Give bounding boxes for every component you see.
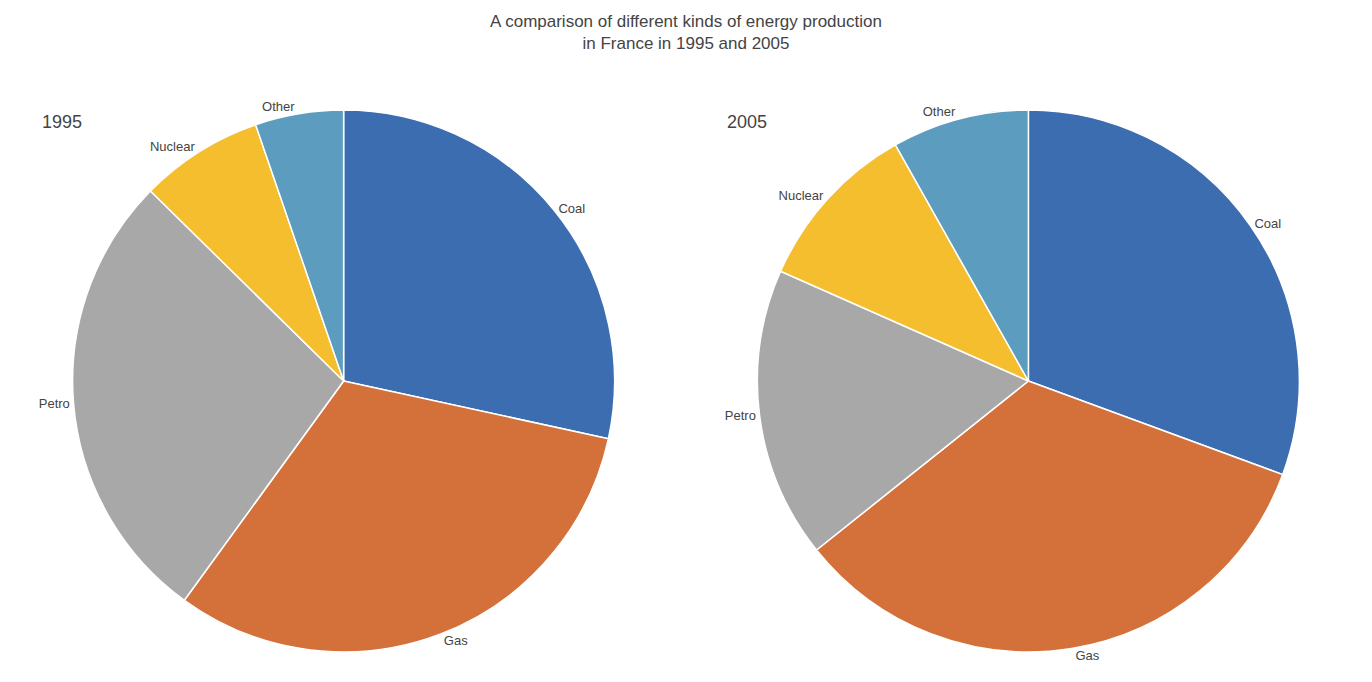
svg-text:Other: Other [262, 99, 295, 114]
svg-text:Petro: Petro [39, 396, 70, 411]
svg-text:Nuclear: Nuclear [150, 139, 195, 154]
svg-text:1995: 1995 [42, 112, 82, 132]
svg-text:Gas: Gas [444, 633, 468, 648]
svg-text:Nuclear: Nuclear [779, 188, 824, 203]
svg-text:Gas: Gas [1075, 648, 1099, 663]
svg-text:A comparison of different kind: A comparison of different kinds of energ… [490, 12, 882, 53]
svg-text:Coal: Coal [1254, 216, 1281, 231]
svg-text:2005: 2005 [727, 112, 767, 132]
svg-text:Petro: Petro [725, 408, 756, 423]
svg-text:Other: Other [923, 104, 956, 119]
svg-text:Coal: Coal [558, 201, 585, 216]
